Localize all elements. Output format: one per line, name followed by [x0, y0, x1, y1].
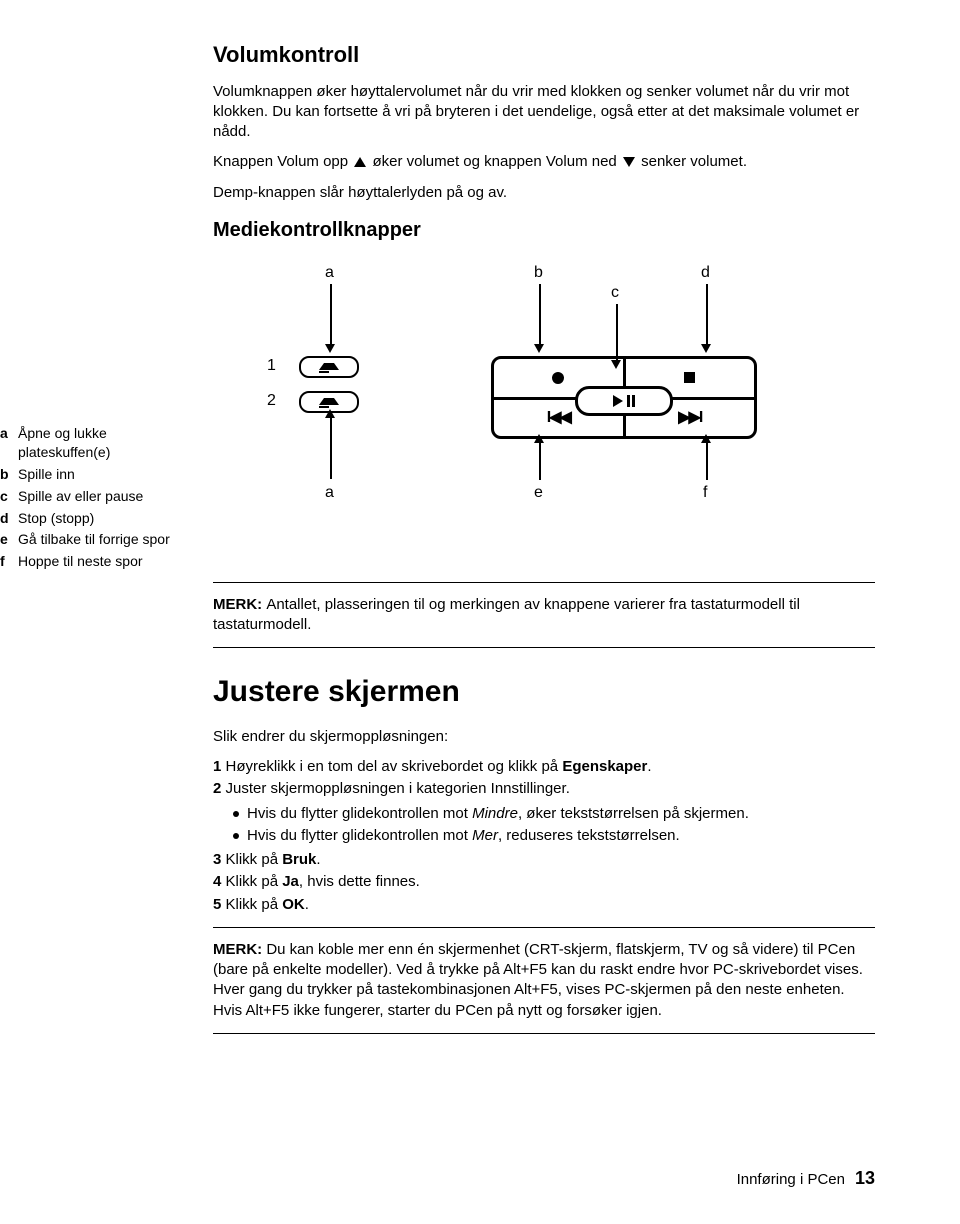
justere-title: Justere skjermen [213, 672, 875, 713]
justere-intro: Slik endrer du skjermoppløsningen: [213, 727, 875, 747]
volum-p3: Demp-knappen slår høyttalerlyden på og a… [213, 183, 875, 203]
note-1: MERK: Antallet, plasseringen til og merk… [213, 595, 875, 636]
legend-c: Spille av eller pause [18, 487, 143, 506]
legend-e: Gå tilbake til forrige spor [18, 530, 170, 549]
play-pause-icon [575, 386, 673, 416]
triangle-down-icon [623, 157, 635, 167]
media-title: Mediekontrollknapper [213, 217, 875, 244]
eject-1-button [299, 356, 359, 378]
media-control-box: I◀◀ ▶▶I [491, 356, 757, 439]
steps-list: 1 Høyreklikk i en tom del av skriveborde… [213, 757, 875, 915]
legend-sidebar: aÅpne og lukke plateskuffen(e) bSpille i… [0, 40, 213, 1046]
legend-d: Stop (stopp) [18, 509, 94, 528]
legend-f: Hoppe til neste spor [18, 552, 143, 571]
triangle-up-icon [354, 157, 366, 167]
legend-a: Åpne og lukke plateskuffen(e) [18, 424, 195, 462]
note-2: MERK: Du kan koble mer enn én skjermenhe… [213, 940, 875, 1021]
volum-p1: Volumknappen øker høyttalervolumet når d… [213, 82, 875, 143]
volum-title: Volumkontroll [213, 40, 875, 70]
media-diagram: a 1 2 a b c d I◀◀ ▶▶I [213, 262, 875, 562]
volum-p2: Knappen Volum opp øker volumet og knappe… [213, 152, 875, 172]
legend-b: Spille inn [18, 465, 75, 484]
page-footer: Innføring i PCen13 [737, 1166, 875, 1190]
